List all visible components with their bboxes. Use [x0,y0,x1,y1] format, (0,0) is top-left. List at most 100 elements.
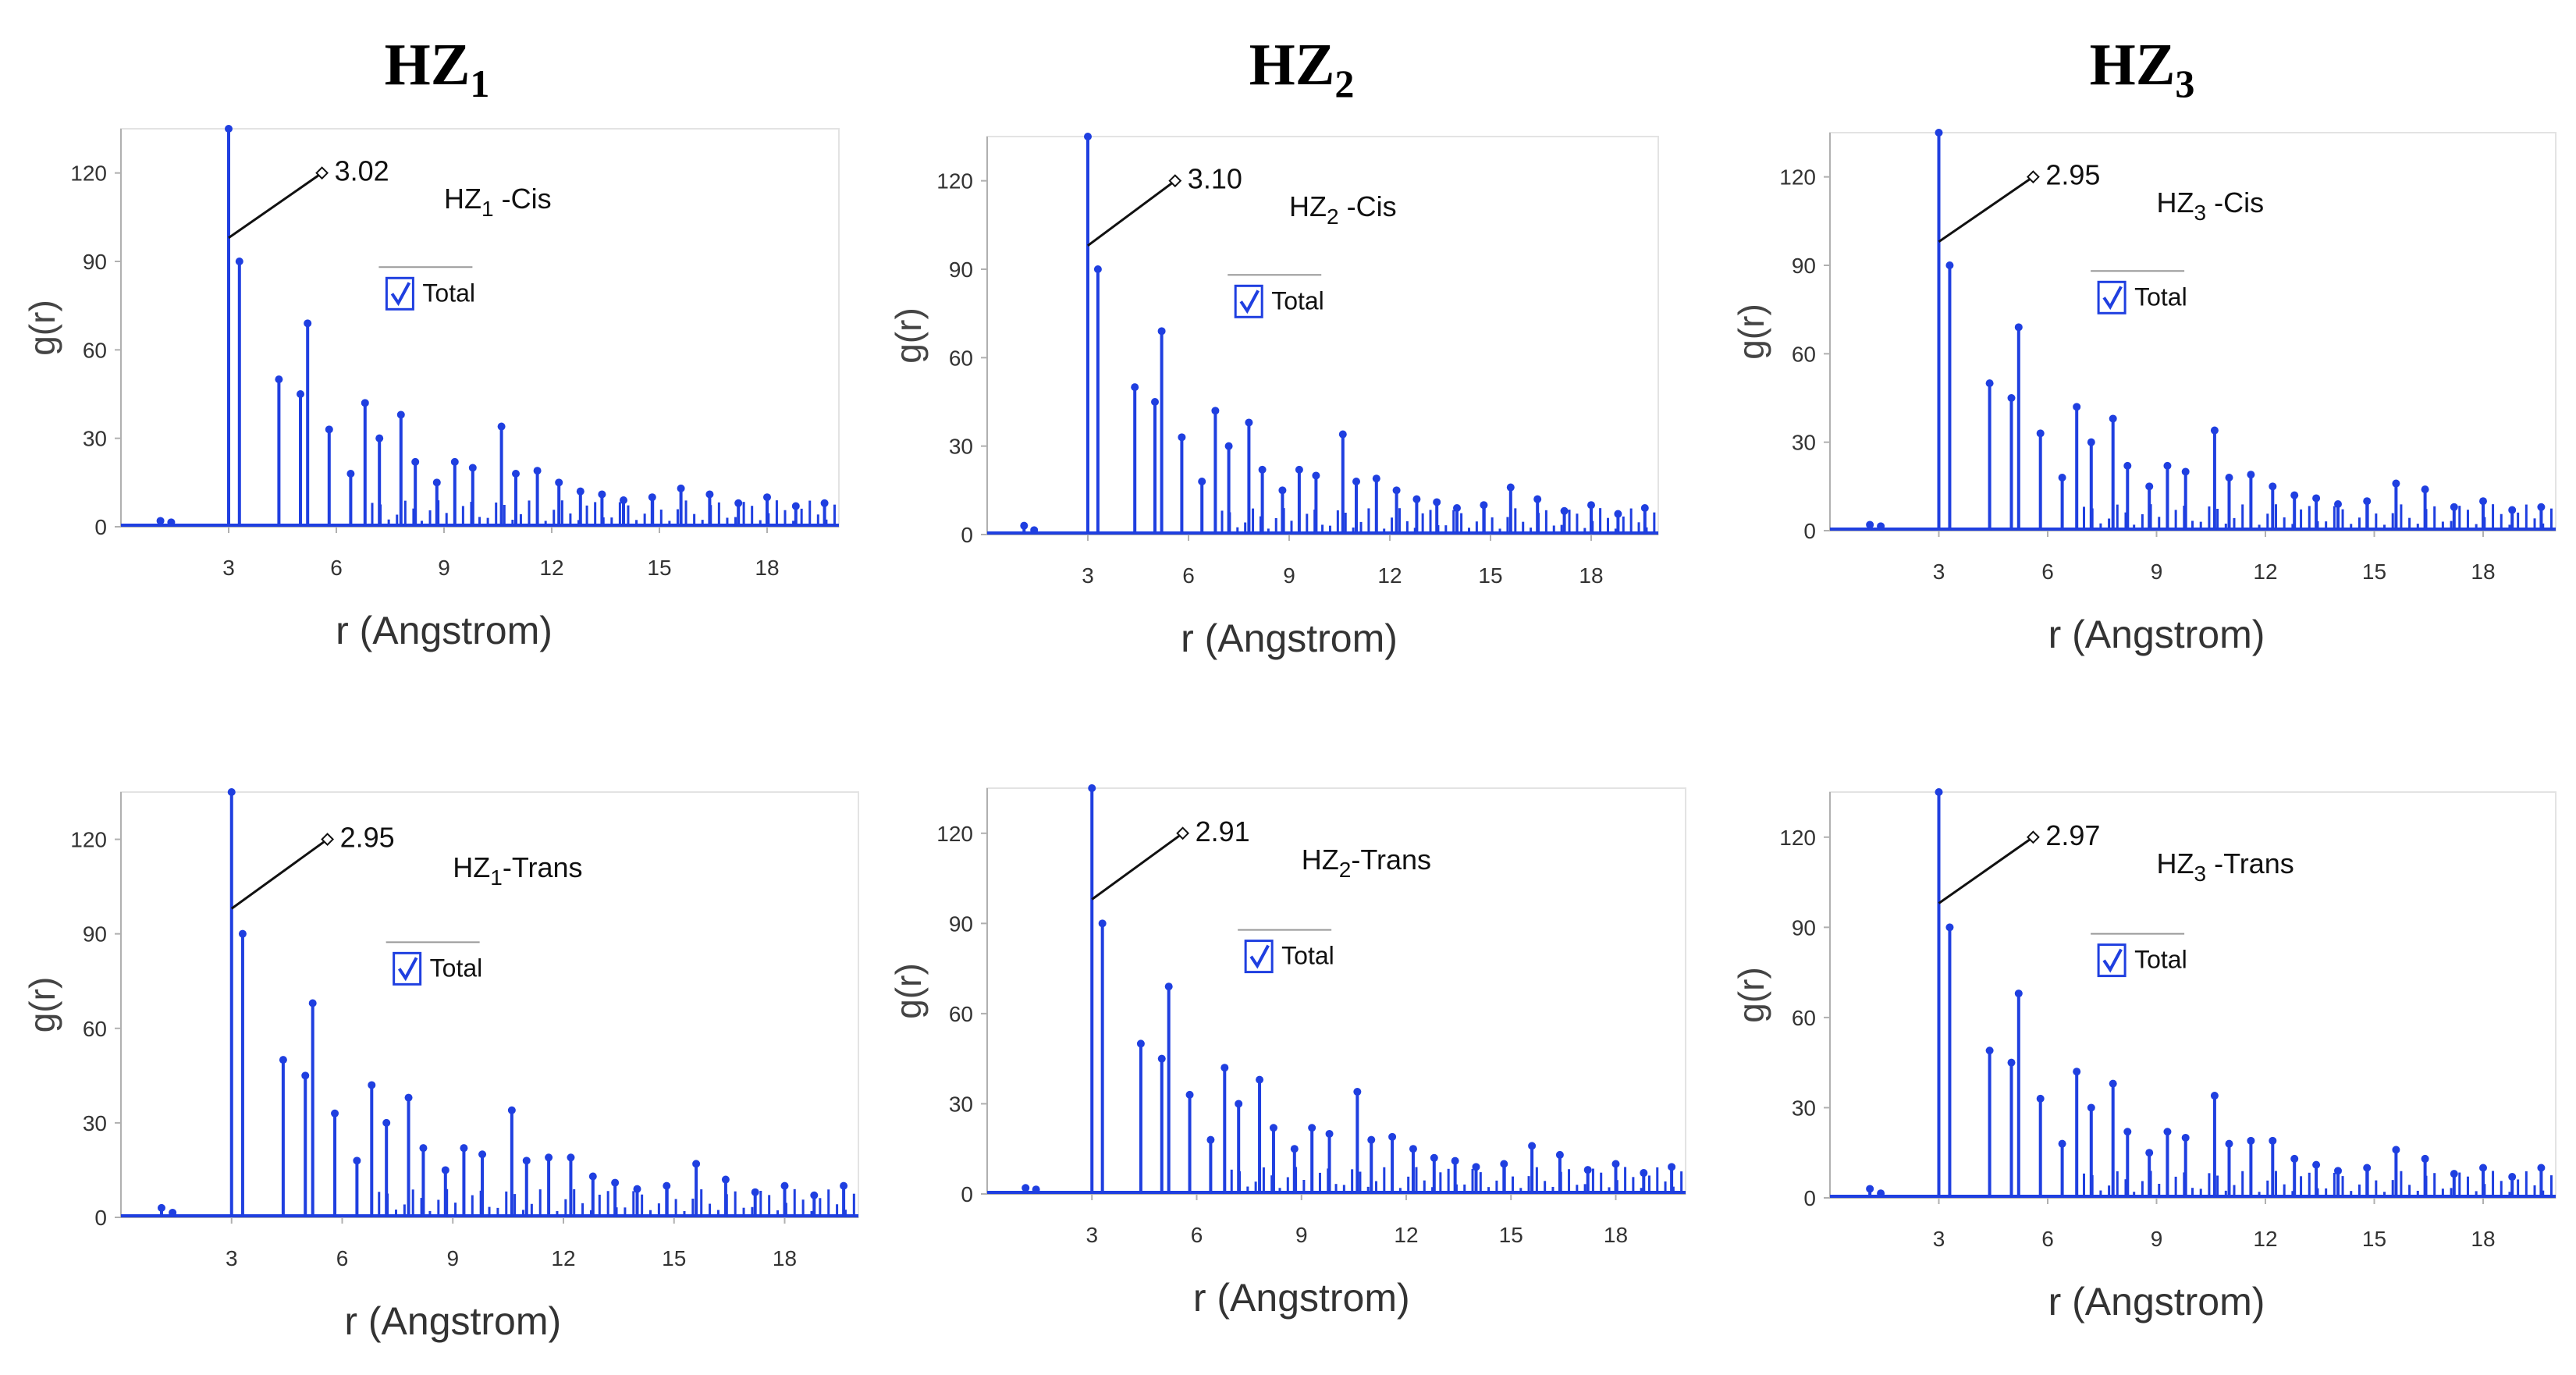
y-tick-label: 90 [83,922,107,947]
data-point [1256,1075,1264,1084]
data-point [2014,323,2023,332]
data-point [1151,398,1159,406]
x-tick-label: 15 [662,1246,686,1270]
plot-label: HZ1 -Cis [444,183,552,221]
data-point [478,1150,487,1159]
x-tick-label: 3 [1933,1227,1945,1251]
data-point [468,464,477,472]
data-point [1164,982,1173,991]
x-tick-label: 3 [222,556,235,580]
data-point [2290,491,2299,499]
data-point [1198,478,1206,485]
data-point [2036,429,2045,438]
annotation-line [1938,176,2034,243]
x-tick-label: 6 [1191,1223,1203,1247]
data-point [1640,504,1649,512]
data-point [1278,486,1287,495]
data-point [227,788,236,796]
x-axis-title: r (Angstrom) [2048,1280,2265,1323]
data-point [2073,403,2081,411]
data-point [411,457,420,466]
y-tick-label: 120 [936,169,973,194]
data-point [2210,426,2219,435]
data-point [238,929,247,938]
data-point [1453,504,1461,512]
x-tick-label: 15 [1499,1223,1523,1247]
x-tick-label: 12 [2253,560,2277,584]
data-point [2181,1133,2190,1142]
data-point [2290,1154,2299,1163]
data-point [2269,1136,2277,1145]
column-title-hz1: HZ1 [384,32,490,106]
y-tick-label: 90 [1792,915,1816,940]
data-point [1935,129,1943,137]
data-point [751,1188,759,1196]
y-tick-label: 90 [949,258,973,282]
data-point [1088,784,1096,792]
data-point [2247,1136,2255,1145]
legend-checkbox [1234,284,1263,318]
y-tick-label: 60 [83,1017,107,1041]
check-icon [2102,286,2123,311]
data-point [1528,1142,1537,1150]
data-point [1533,495,1542,503]
x-tick-label: 12 [1377,563,1402,588]
data-point [692,1160,701,1168]
y-tick-label: 120 [70,828,107,852]
x-axis-title: r (Angstrom) [2048,613,2265,656]
data-point [2210,1092,2219,1100]
legend-label: Total [430,954,483,982]
data-point [512,470,520,478]
data-point [308,999,317,1007]
x-tick-label: 15 [1478,563,1502,588]
data-point [1136,1039,1145,1048]
data-point [598,490,606,499]
annotation-value: 2.95 [340,822,395,854]
x-tick-label: 6 [2041,1227,2054,1251]
data-point [2073,1068,2081,1076]
data-point [522,1156,531,1165]
y-tick-label: 120 [936,822,973,846]
data-point [2421,1154,2429,1163]
data-point [2312,494,2321,503]
data-point [648,493,656,502]
x-tick-label: 3 [1085,1223,1098,1247]
plot-label: HZ2 -Cis [1289,190,1397,229]
x-axis-title: r (Angstrom) [344,1299,561,1343]
annotation-marker [1176,826,1190,840]
data-point [2163,1128,2172,1136]
data-point [157,1203,165,1212]
data-point [810,1191,819,1199]
data-point [2109,414,2117,423]
data-point [1412,495,1421,503]
data-point [1945,261,1954,269]
x-tick-label: 12 [2253,1227,2277,1251]
check-icon [390,282,411,307]
data-point [791,502,800,510]
annotation-value: 2.95 [2045,159,2100,191]
data-point [1245,418,1253,427]
data-point [2312,1160,2321,1169]
data-point [382,1118,391,1127]
data-point [353,1156,361,1165]
data-point [1451,1156,1459,1165]
data-point [1935,788,1943,796]
x-tick-label: 15 [647,556,671,580]
data-point [1178,433,1186,442]
y-tick-label: 0 [1803,1186,1816,1210]
data-point [611,1178,620,1187]
x-tick-label: 9 [1283,563,1295,588]
data-point [1308,1124,1316,1132]
data-point [156,517,165,525]
x-tick-label: 9 [438,556,450,580]
data-point [1032,1185,1040,1194]
data-point [620,496,627,504]
data-point [1020,521,1029,530]
data-point [2450,503,2458,511]
data-point [2363,1164,2372,1172]
y-tick-label: 60 [949,1002,973,1026]
x-axis-title: r (Angstrom) [1193,1276,1410,1320]
x-tick-label: 6 [330,556,343,580]
